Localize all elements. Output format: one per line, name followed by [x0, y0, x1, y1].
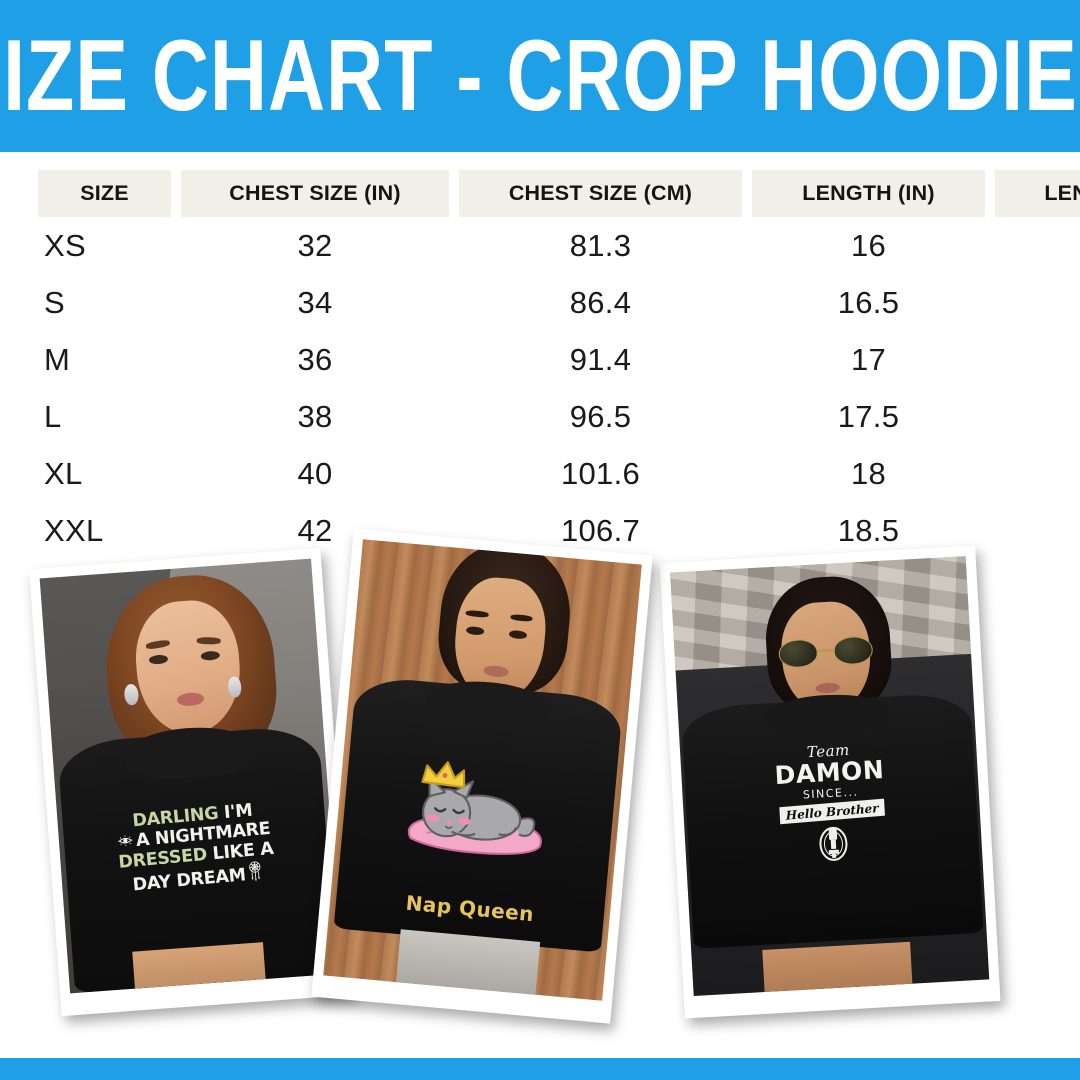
cell-length-cm: 41.9 — [990, 274, 1080, 331]
print-word-im: I'M — [223, 800, 254, 824]
sunglass-lens-left — [777, 638, 819, 669]
header-band: SIZE CHART - CROP HOODIES — [0, 0, 1080, 152]
print-line-4: DAY DREAM — [86, 857, 311, 905]
cell-size: XXL — [44, 512, 104, 548]
print-line-2: A NIGHTMARE — [83, 817, 307, 858]
table-row: XXL 42 106.7 18.5 47 — [30, 502, 1080, 559]
cell-length-in: 18.5 — [837, 512, 900, 548]
sunglass-lens-right — [832, 635, 874, 666]
table-row: S 34 86.4 16.5 41.9 — [30, 274, 1080, 331]
cell-length-in: 17 — [850, 341, 887, 377]
cell-size: XS — [44, 227, 86, 263]
eye-icon — [118, 832, 135, 853]
dreamcatcher-icon — [247, 861, 265, 890]
cell-chest-cm: 101.6 — [560, 455, 641, 491]
nap-queen-hoodie-photo: Nap Queen — [311, 528, 653, 1024]
size-chart-table: SIZE CHEST SIZE (IN) CHEST SIZE (CM) LEN… — [30, 170, 1080, 559]
table-header: SIZE CHEST SIZE (IN) CHEST SIZE (CM) LEN… — [30, 170, 1080, 217]
hoodie-print-graphic: DARLING I'M A NIGHTMARE — [79, 778, 312, 922]
cell-length-in: 18 — [850, 455, 887, 491]
cell-chest-in: 34 — [297, 284, 333, 320]
cell-length-in: 16.5 — [837, 284, 900, 320]
cell-length-cm: 43.2 — [990, 331, 1080, 388]
darling-nightmare-hoodie-photo: DARLING I'M A NIGHTMARE — [28, 547, 354, 1017]
hoodie-print-graphic: Team DAMON SINCE... Hello Brother — [727, 737, 936, 901]
table-row: XL 40 101.6 18 45.7 — [30, 445, 1080, 502]
photo-image: Team DAMON SINCE... Hello Brother — [670, 556, 990, 996]
cell-size: S — [44, 284, 65, 320]
model-midriff — [132, 941, 266, 989]
column-header-chest-in: CHEST SIZE (IN) — [176, 170, 454, 217]
cell-chest-cm: 86.4 — [569, 284, 632, 320]
sunglass-bridge — [817, 648, 835, 653]
column-header-length-in: LENGTH (IN) — [747, 170, 990, 217]
cell-chest-in: 42 — [297, 512, 333, 548]
cell-length-in: 17.5 — [837, 398, 900, 434]
table-header-row: SIZE CHEST SIZE (IN) CHEST SIZE (CM) LEN… — [30, 170, 1080, 217]
cell-length-in: 16 — [850, 227, 887, 263]
footer-band — [0, 1058, 1080, 1080]
table-body: XS 32 81.3 16 40.6 S 34 86.4 16.5 41.9 M… — [30, 217, 1080, 559]
cell-chest-in: 38 — [297, 398, 333, 434]
size-chart-table-wrap: SIZE CHEST SIZE (IN) CHEST SIZE (CM) LEN… — [0, 170, 1080, 559]
cell-chest-cm: 96.5 — [569, 398, 632, 434]
photo-image: Nap Queen — [323, 539, 642, 1001]
cell-chest-cm: 81.3 — [569, 227, 632, 263]
cell-size: L — [44, 398, 62, 434]
column-header-chest-cm: CHEST SIZE (CM) — [454, 170, 747, 217]
column-header-size: SIZE — [30, 170, 176, 217]
model-pants — [395, 929, 540, 1000]
column-header-length-cm: LENGTH (CM) — [990, 170, 1080, 217]
team-damon-hoodie-photo: Team DAMON SINCE... Hello Brother — [659, 545, 1001, 1019]
model-midriff — [762, 941, 913, 992]
table-row: M 36 91.4 17 43.2 — [30, 331, 1080, 388]
cell-length-cm: 45.7 — [990, 445, 1080, 502]
print-word-day-dream: DAY DREAM — [132, 866, 248, 897]
cell-size: M — [44, 341, 71, 377]
cell-size: XL — [44, 455, 83, 491]
cell-chest-in: 32 — [297, 227, 333, 263]
photo-image: DARLING I'M A NIGHTMARE — [39, 558, 342, 994]
page-title: SIZE CHART - CROP HOODIES — [0, 19, 1080, 133]
photo-collage: DARLING I'M A NIGHTMARE — [0, 528, 1080, 1046]
cell-chest-cm: 91.4 — [569, 341, 632, 377]
cell-length-cm: 40.6 — [990, 217, 1080, 274]
sleeping-cat-icon — [389, 736, 569, 891]
cell-length-cm: 44.5 — [990, 388, 1080, 445]
table-row: L 38 96.5 17.5 44.5 — [30, 388, 1080, 445]
cell-chest-in: 40 — [297, 455, 333, 491]
cell-chest-cm: 106.7 — [560, 512, 641, 548]
model-eyebrow-right — [196, 636, 222, 644]
sunglasses-icon — [777, 635, 874, 669]
cell-chest-in: 36 — [297, 341, 333, 377]
table-row: XS 32 81.3 16 40.6 — [30, 217, 1080, 274]
ring-crest-icon — [732, 816, 935, 871]
